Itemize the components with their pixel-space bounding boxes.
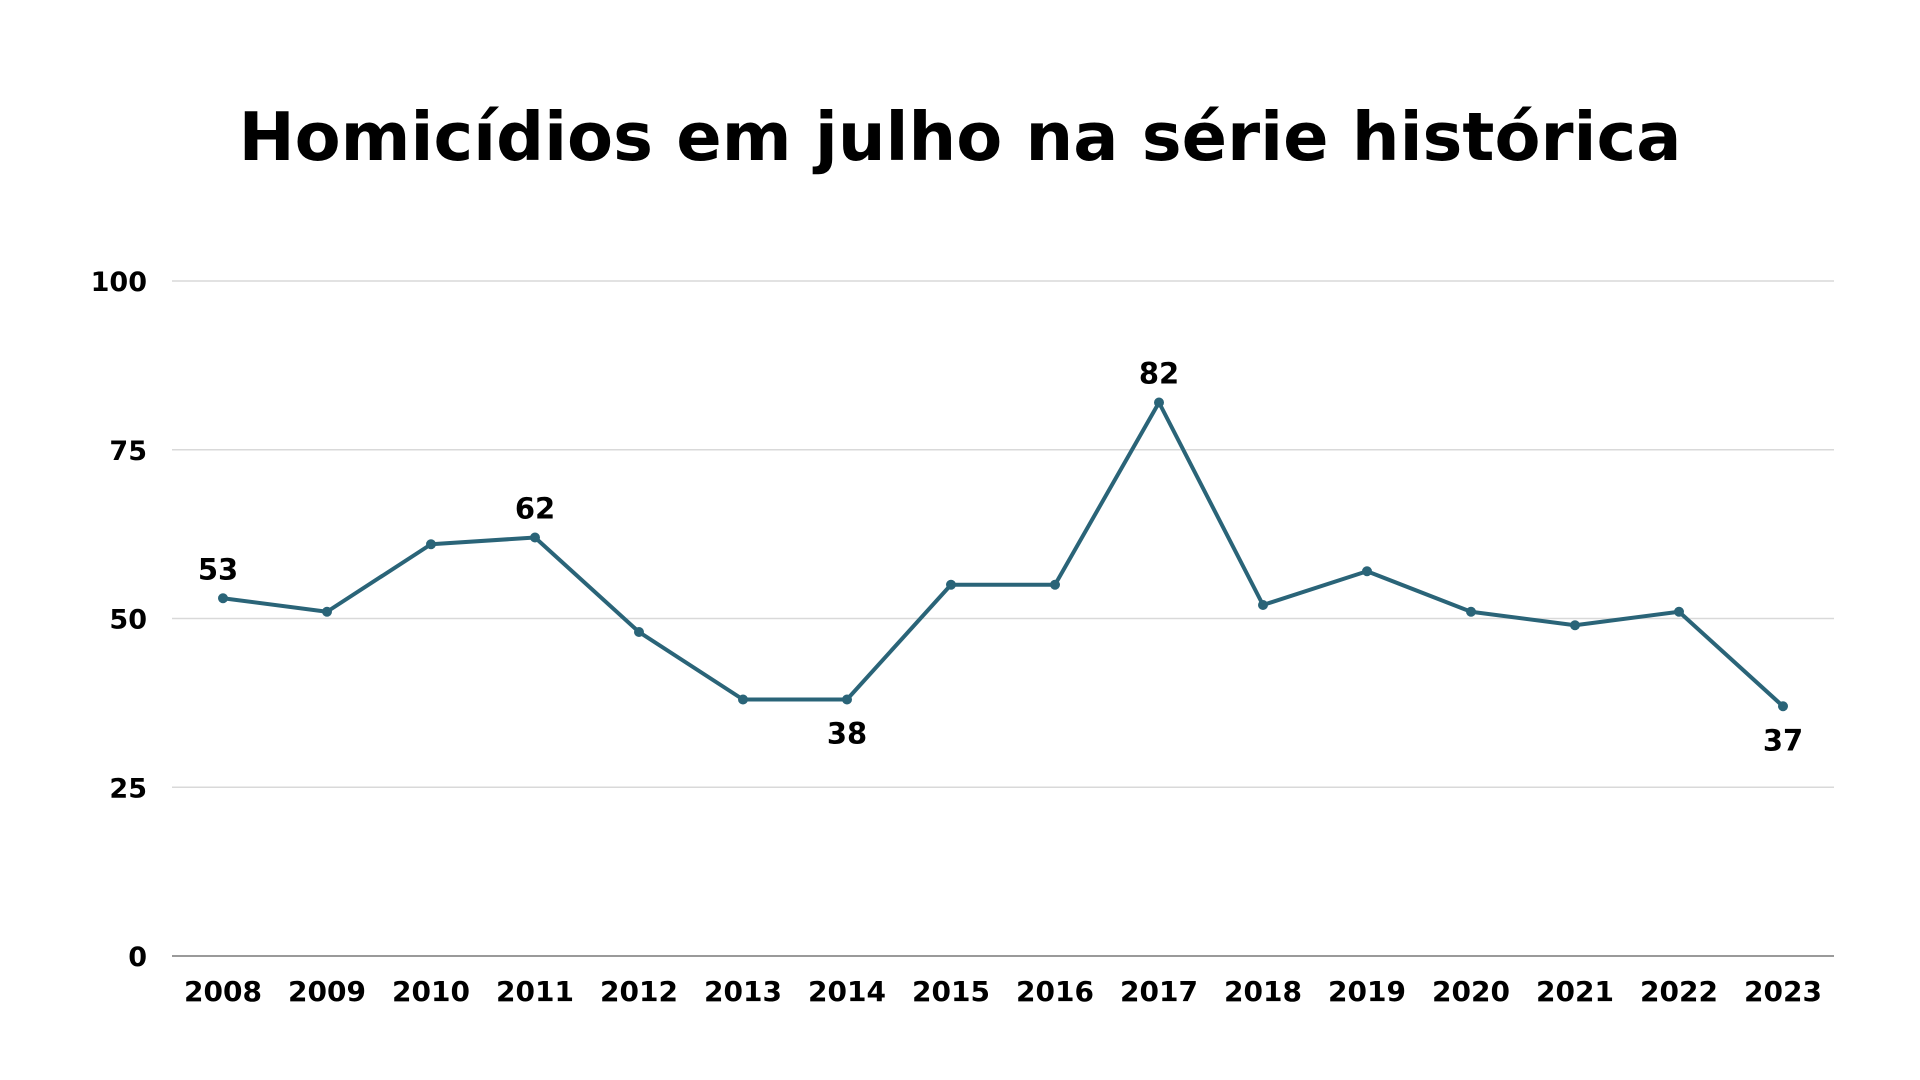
x-axis-ticks: 2008 2009 2010 2011 2012 2013 2014 2015 2016 2017… (184, 975, 1822, 1008)
y-tick-label-50: 50 (109, 605, 147, 636)
data-point-2010 (426, 539, 436, 550)
data-label-2017: 82 (1139, 357, 1179, 391)
data-label-2011: 62 (515, 492, 555, 526)
y-tick-label-75: 75 (109, 436, 147, 467)
y-tick-label-0: 0 (128, 942, 147, 973)
x-tick-label-2021: 2021 (1536, 975, 1614, 1008)
x-tick-label-2015: 2015 (912, 975, 990, 1008)
data-point-2009 (322, 606, 332, 617)
data-point-2020 (1466, 606, 1476, 617)
data-point-2011 (530, 532, 540, 543)
data-point-2023 (1778, 701, 1788, 712)
series-line-0 (221, 400, 1785, 709)
x-tick-label-2018: 2018 (1224, 975, 1302, 1008)
x-tick-label-2010: 2010 (392, 975, 470, 1008)
x-tick-label-2020: 2020 (1432, 975, 1510, 1008)
data-point-2019 (1362, 566, 1372, 577)
y-axis-ticks: 0 25 50 75 100 (91, 267, 147, 973)
gridlines (172, 280, 1834, 957)
x-tick-label-2008: 2008 (184, 975, 262, 1008)
series-line (221, 400, 1785, 709)
x-tick-label-2016: 2016 (1016, 975, 1094, 1008)
x-tick-label-2009: 2009 (288, 975, 366, 1008)
data-point-2017 (1154, 397, 1164, 408)
y-tick-label-25: 25 (109, 773, 147, 804)
data-label-2014: 38 (827, 717, 867, 751)
x-tick-label-2013: 2013 (704, 975, 782, 1008)
x-tick-label-2023: 2023 (1744, 975, 1822, 1008)
data-point-2016 (1050, 579, 1060, 590)
data-point-2008 (218, 593, 228, 604)
data-point-2015 (946, 579, 956, 590)
chart-title: Homicídios em julho na série histórica (238, 98, 1682, 176)
data-point-2014 (842, 694, 852, 705)
data-label-2023: 37 (1763, 723, 1803, 757)
x-tick-label-2019: 2019 (1328, 975, 1406, 1008)
data-points (218, 397, 1788, 712)
data-point-2012 (634, 627, 644, 637)
data-label-2008: 53 (198, 552, 238, 586)
data-point-2021 (1570, 620, 1580, 631)
x-tick-label-2022: 2022 (1640, 975, 1718, 1008)
x-tick-label-2017: 2017 (1120, 975, 1198, 1008)
x-tick-label-2014: 2014 (808, 975, 886, 1008)
data-point-2018 (1258, 600, 1268, 610)
x-tick-label-2011: 2011 (496, 975, 574, 1008)
data-point-2022 (1674, 606, 1684, 617)
data-labels: 53 62 38 82 37 (198, 357, 1803, 758)
y-tick-label-100: 100 (91, 267, 147, 298)
data-point-2013 (738, 694, 748, 705)
x-tick-label-2012: 2012 (600, 975, 678, 1008)
